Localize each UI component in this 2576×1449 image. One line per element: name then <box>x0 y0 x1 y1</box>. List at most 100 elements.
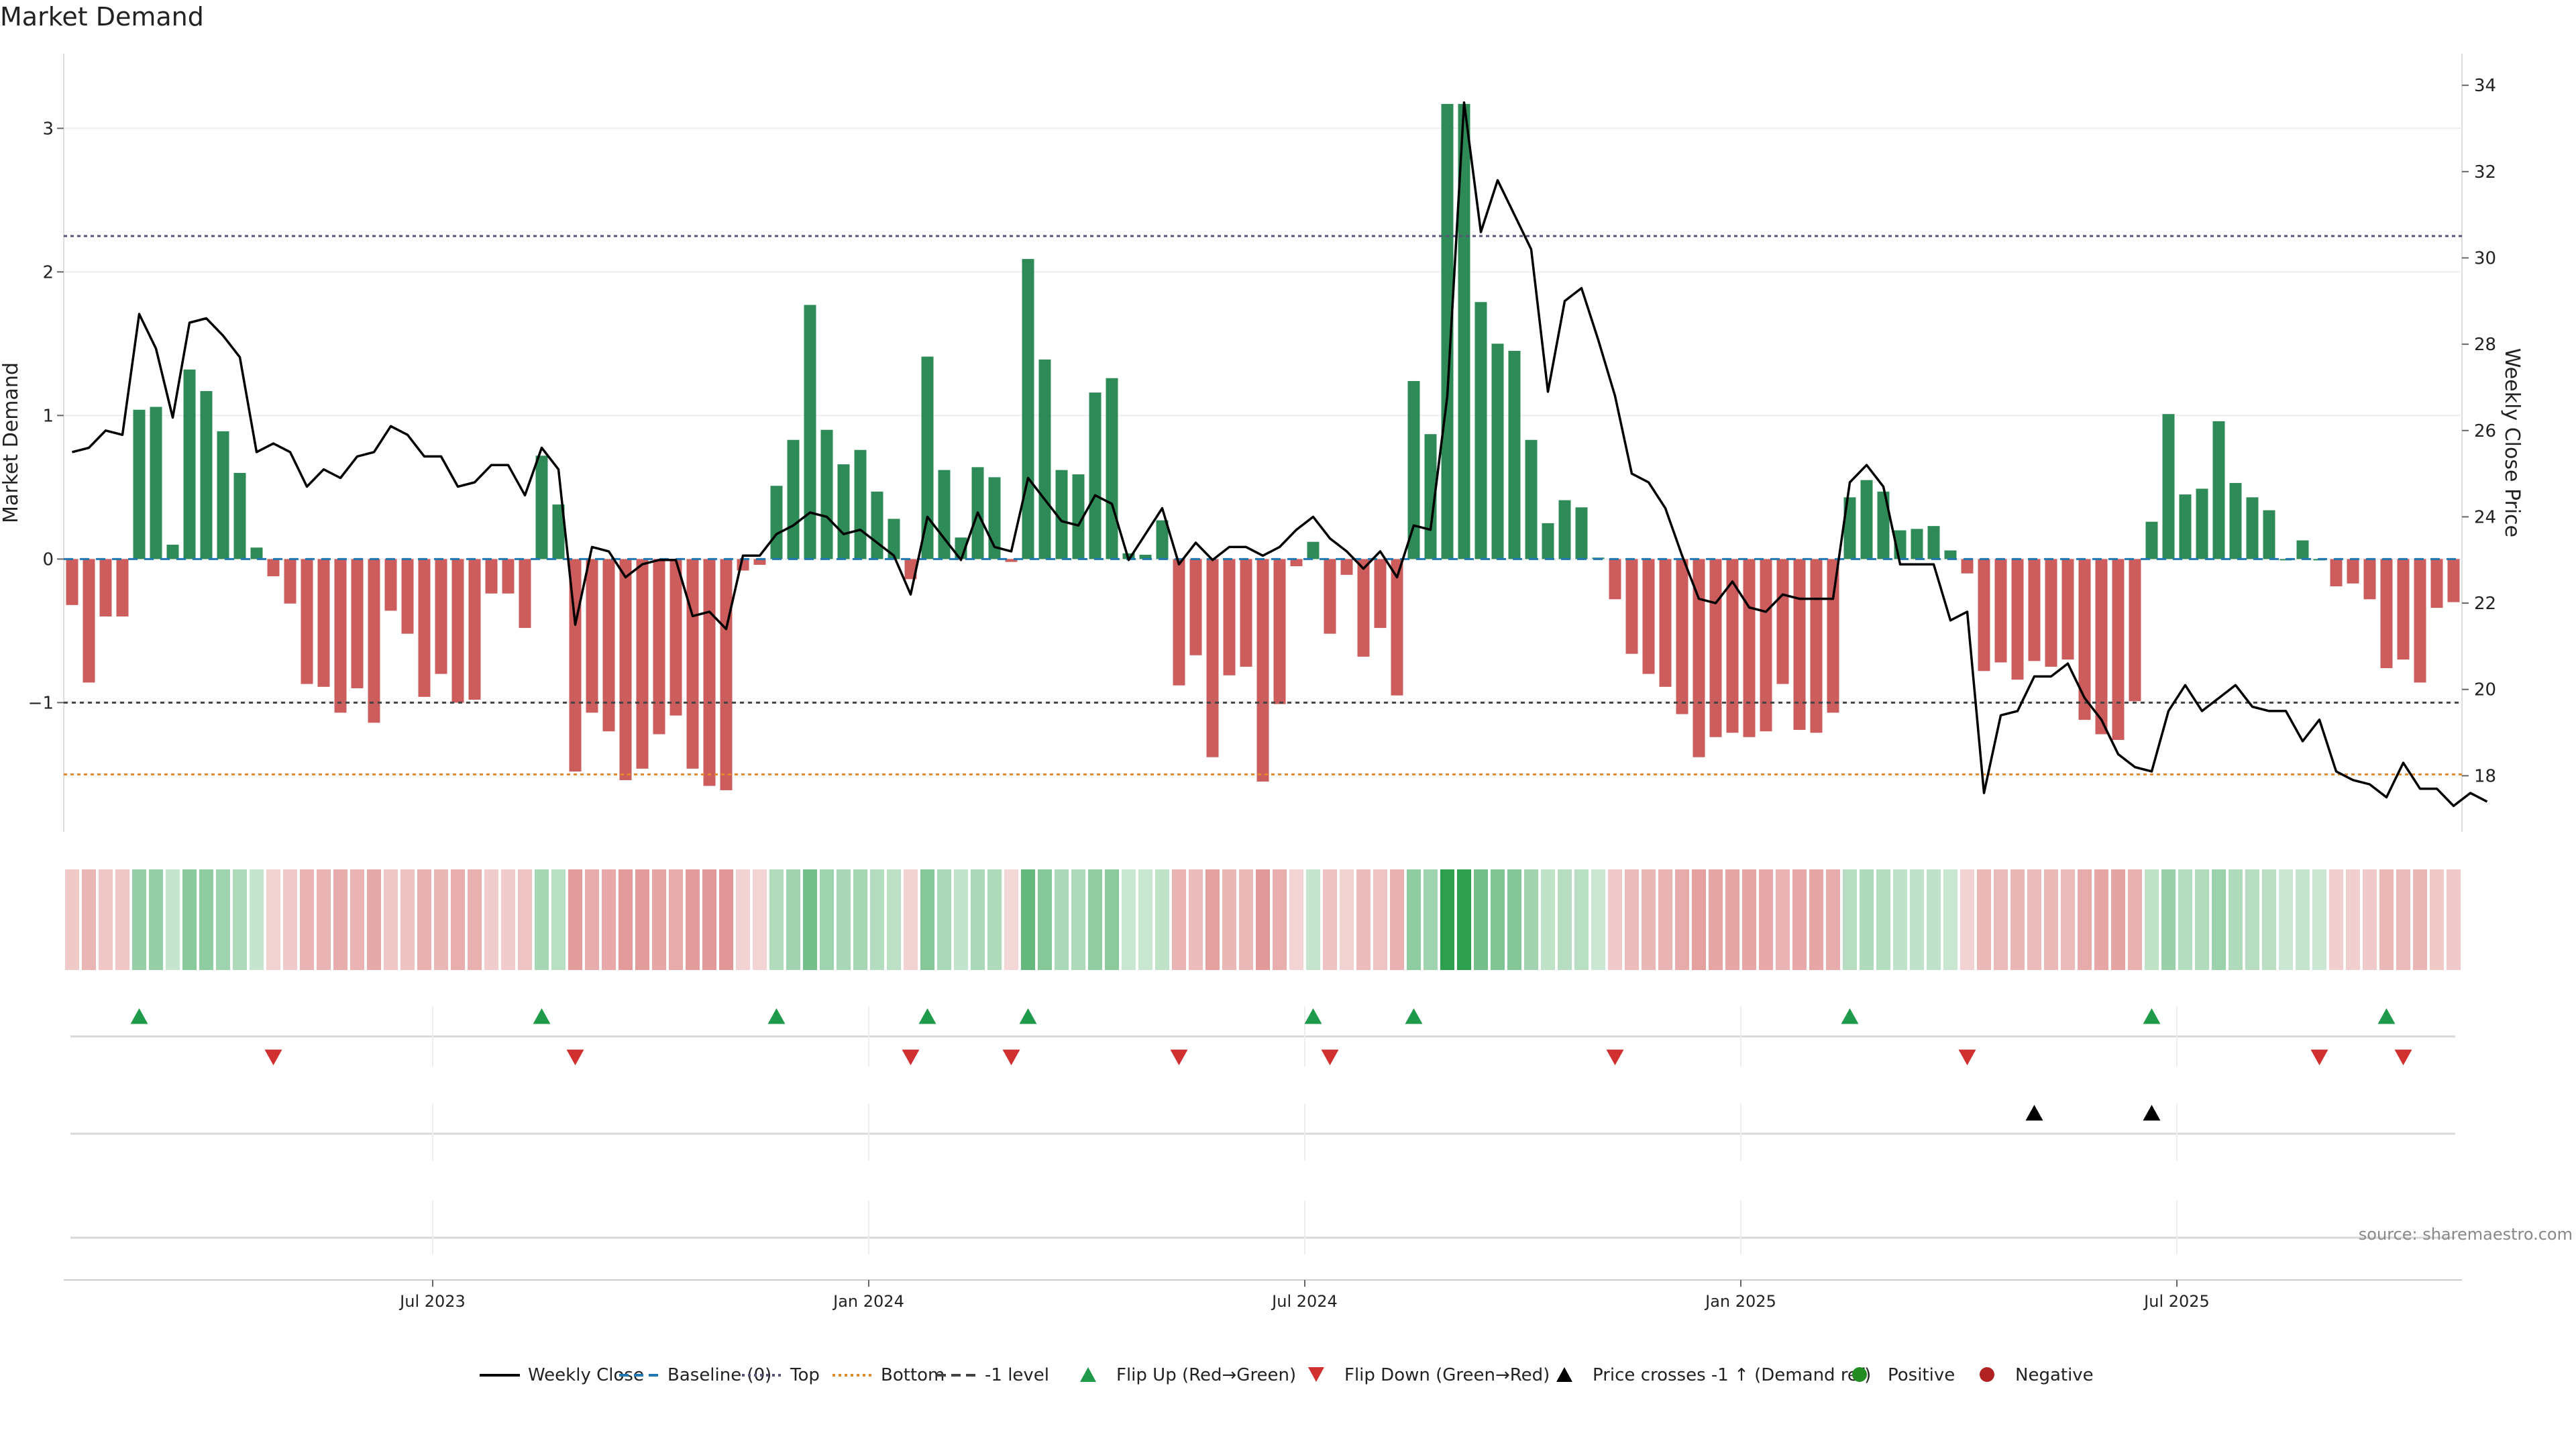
heat-cell <box>266 869 280 970</box>
demand-bar <box>921 356 934 559</box>
demand-bar <box>2078 559 2091 720</box>
demand-bar <box>1642 559 1655 674</box>
demand-bar <box>1743 559 1756 737</box>
demand-bar <box>1860 480 1873 559</box>
y-tick-label: 3 <box>42 119 54 139</box>
demand-bar <box>1558 500 1571 559</box>
heat-cell <box>199 869 213 970</box>
demand-bar <box>636 559 649 769</box>
heat-cell <box>384 869 398 970</box>
demand-bar <box>720 559 733 790</box>
heat-cell <box>367 869 381 970</box>
heat-cell <box>1256 869 1270 970</box>
demand-bar <box>2363 559 2376 600</box>
demand-bar <box>703 559 716 786</box>
demand-bar <box>1491 343 1504 559</box>
heat-cell <box>166 869 180 970</box>
heat-cell <box>769 869 784 970</box>
heat-cell <box>1725 869 1739 970</box>
heat-cell <box>2078 869 2092 970</box>
heat-cell <box>1792 869 1807 970</box>
heat-cell <box>400 869 415 970</box>
demand-bar <box>1693 559 1705 757</box>
demand-bar <box>770 486 783 559</box>
heat-cell <box>669 869 683 970</box>
heat-cell <box>99 869 113 970</box>
demand-bar <box>1659 559 1672 687</box>
flip-up-marker <box>767 1008 786 1024</box>
demand-bar <box>1391 559 1403 696</box>
heat-cell <box>300 869 314 970</box>
heat-cell <box>283 869 297 970</box>
heat-cell <box>2111 869 2125 970</box>
legend-label: Price crosses -1 ↑ (Demand ref) <box>1593 1365 1871 1385</box>
demand-bar <box>2045 559 2057 667</box>
demand-bar <box>904 559 917 580</box>
chart-title: Market Demand <box>0 2 204 32</box>
flip-down-marker <box>2310 1049 2328 1065</box>
heat-cell <box>1004 869 1018 970</box>
y-tick-label: 2 <box>42 262 54 282</box>
heat-cell <box>1943 869 1957 970</box>
heat-cell <box>132 869 146 970</box>
heat-cell <box>1323 869 1337 970</box>
heat-cell <box>820 869 834 970</box>
flip-down-marker <box>902 1049 920 1065</box>
heat-cell <box>1424 869 1438 970</box>
demand-bar <box>938 470 951 559</box>
heat-cell <box>2145 869 2159 970</box>
demand-bars <box>66 103 2460 790</box>
demand-bar <box>2162 414 2175 559</box>
demand-bar <box>1223 559 1236 676</box>
heat-cell <box>468 869 482 970</box>
heat-cell <box>1658 869 1672 970</box>
heat-cell <box>2262 869 2276 970</box>
x-tick-label: Jul 2025 <box>2143 1292 2210 1311</box>
flip-down-marker <box>1958 1049 1976 1065</box>
demand-bar <box>1542 523 1554 559</box>
price-cross-marker <box>2143 1105 2161 1121</box>
legend-label: Flip Up (Red→Green) <box>1116 1365 1296 1385</box>
source-text: source: sharemaestro.com <box>2359 1225 2573 1244</box>
heat-cell <box>551 869 566 970</box>
flip-up-marker <box>1841 1008 1859 1024</box>
demand-bar <box>418 559 431 697</box>
demand-bar <box>468 559 481 700</box>
heat-cell <box>2061 869 2075 970</box>
y2-tick-label: 30 <box>2474 248 2496 268</box>
demand-bar <box>2296 540 2309 559</box>
demand-bar <box>1911 529 1923 559</box>
demand-bar <box>2246 497 2259 559</box>
heat-cell <box>216 869 230 970</box>
demand-bar <box>99 559 112 616</box>
heat-cell <box>333 869 347 970</box>
heat-cell <box>65 869 79 970</box>
flip-up-marker <box>2377 1008 2396 1024</box>
y2-tick-label: 24 <box>2474 507 2496 527</box>
demand-bar <box>519 559 531 629</box>
heat-cell <box>350 869 364 970</box>
x-axis-ticks: Jul 2023 Jan 2024 Jul 2024 Jan 2025 Jul 2025 <box>64 1279 2462 1311</box>
heat-cell <box>2027 869 2041 970</box>
demand-bar <box>1022 259 1034 559</box>
heat-cell <box>1222 869 1236 970</box>
x-tick-label: Jan 2024 <box>832 1292 904 1311</box>
heat-cell <box>920 869 934 970</box>
demand-bar <box>1944 550 1957 559</box>
heat-cell <box>1088 869 1102 970</box>
demand-bar <box>401 559 414 634</box>
heat-cell <box>2044 869 2058 970</box>
heat-cell <box>1205 869 1220 970</box>
legend-label: Bottom <box>881 1365 945 1385</box>
demand-bar <box>334 559 347 713</box>
demand-bar <box>1927 526 1940 559</box>
heat-cell <box>1843 869 1857 970</box>
heat-cell <box>1155 869 1169 970</box>
heat-cell <box>2229 869 2243 970</box>
demand-bar <box>133 409 146 559</box>
demand-bar <box>83 559 95 683</box>
demand-bar <box>267 559 280 577</box>
heat-cell <box>2329 869 2343 970</box>
demand-bar <box>1357 559 1370 657</box>
